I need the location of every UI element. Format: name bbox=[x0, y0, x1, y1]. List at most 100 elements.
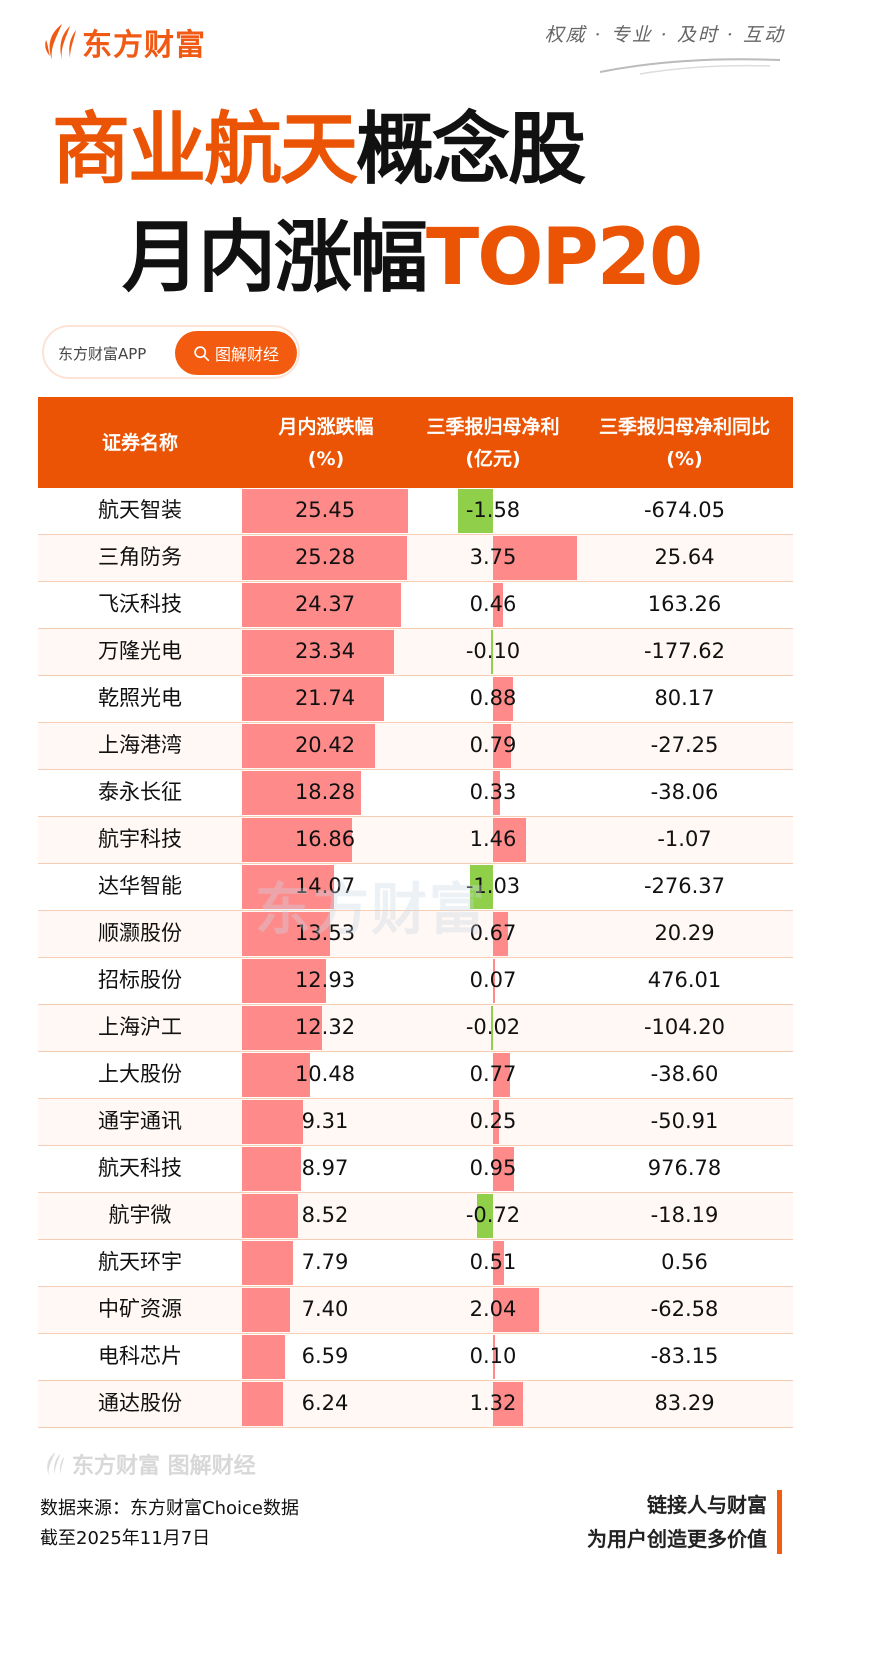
q3-profit-value: 0.10 bbox=[469, 1344, 517, 1368]
profit-negative-bar bbox=[491, 1006, 493, 1050]
monthly-change-bar bbox=[242, 771, 362, 815]
monthly-change-bar bbox=[242, 912, 331, 956]
stock-name: 中矿资源 bbox=[98, 1297, 182, 1321]
monthly-change-value: 7.79 bbox=[301, 1250, 349, 1274]
stock-name: 飞沃科技 bbox=[98, 592, 182, 616]
q3-profit-value: 3.75 bbox=[469, 545, 517, 569]
table-row: 航天智装 25.45 -1.58 -674.05 bbox=[38, 488, 793, 535]
brand-slogan: 权威 · 专业 · 及时 · 互动 bbox=[544, 24, 785, 46]
profit-positive-bar bbox=[493, 1382, 523, 1426]
header-unit: (%) bbox=[666, 448, 703, 470]
monthly-change-value: 8.52 bbox=[301, 1203, 349, 1227]
table-row: 招标股份 12.93 0.07 476.01 bbox=[38, 958, 793, 1005]
q3-profit-yoy-value: 0.56 bbox=[661, 1250, 708, 1274]
flame-logo-icon bbox=[45, 24, 76, 60]
q3-profit-value: 0.88 bbox=[469, 686, 517, 710]
header-q3-net-profit: 三季报归母净利 (亿元) bbox=[410, 411, 576, 475]
stock-name: 上海港湾 bbox=[98, 733, 182, 757]
table-row: 飞沃科技 24.37 0.46 163.26 bbox=[38, 582, 793, 629]
table-row: 顺灏股份 13.53 0.67 20.29 bbox=[38, 911, 793, 958]
q3-profit-yoy-value: 20.29 bbox=[654, 921, 715, 945]
app-pill: 东方财富APP 图解财经 bbox=[42, 325, 300, 379]
page-title-line1: 商业航天概念股 bbox=[52, 100, 586, 200]
monthly-change-bar bbox=[242, 724, 376, 768]
table-row: 上大股份 10.48 0.77 -38.60 bbox=[38, 1052, 793, 1099]
graphic-finance-button[interactable]: 图解财经 bbox=[175, 331, 297, 375]
monthly-change-bar bbox=[242, 959, 327, 1003]
flame-logo-icon bbox=[47, 1452, 65, 1476]
title-text: 概念股 bbox=[356, 105, 586, 195]
q3-profit-value: 0.79 bbox=[469, 733, 517, 757]
stock-name: 通宇通讯 bbox=[98, 1109, 182, 1133]
stock-name: 电科芯片 bbox=[98, 1344, 182, 1368]
table-row: 中矿资源 7.40 2.04 -62.58 bbox=[38, 1287, 793, 1334]
profit-negative-bar bbox=[476, 1194, 493, 1238]
profit-negative-bar bbox=[469, 865, 493, 909]
q3-profit-yoy-value: -62.58 bbox=[650, 1297, 719, 1321]
table-body: 航天智装 25.45 -1.58 -674.05 三角防务 25.28 3.75 25.64 飞… bbox=[38, 488, 793, 1428]
profit-positive-bar bbox=[493, 1288, 539, 1332]
monthly-change-bar bbox=[242, 1053, 311, 1097]
swoosh-decoration-icon bbox=[600, 58, 780, 75]
table-row: 乾照光电 21.74 0.88 80.17 bbox=[38, 676, 793, 723]
table-header: 证券名称 月内涨跌幅 (%) 三季报归母净利 (亿元) 三季报归母净利同比 (%… bbox=[38, 397, 793, 488]
table-row: 泰永长征 18.28 0.33 -38.06 bbox=[38, 770, 793, 817]
stock-name: 招标股份 bbox=[98, 968, 182, 992]
header-text: 三季报归母净利同比 bbox=[598, 416, 770, 438]
table-row: 航天环宇 7.79 0.51 0.56 bbox=[38, 1240, 793, 1287]
profit-positive-bar bbox=[493, 1100, 499, 1144]
stock-name: 三角防务 bbox=[98, 545, 182, 569]
source-text: 数据来源：东方财富Choice数据 bbox=[40, 1498, 299, 1519]
q3-profit-value: 0.07 bbox=[469, 968, 517, 992]
monthly-change-value: 12.32 bbox=[294, 1015, 356, 1039]
monthly-change-bar bbox=[242, 865, 334, 909]
q3-profit-value: 2.04 bbox=[469, 1297, 517, 1321]
q3-profit-value: -0.72 bbox=[465, 1203, 521, 1227]
footer-logo: 东方财富 图解财经 bbox=[42, 1448, 256, 1480]
q3-profit-value: 0.33 bbox=[469, 780, 517, 804]
monthly-change-value: 13.53 bbox=[294, 921, 356, 945]
monthly-change-value: 18.28 bbox=[294, 780, 356, 804]
profit-negative-bar bbox=[490, 630, 493, 674]
q3-profit-yoy-value: -276.37 bbox=[643, 874, 726, 898]
stock-name: 航宇微 bbox=[108, 1203, 172, 1227]
table-row: 万隆光电 23.34 -0.10 -177.62 bbox=[38, 629, 793, 676]
header-text: 三季报归母净利 bbox=[426, 416, 560, 438]
profit-positive-bar bbox=[493, 1053, 511, 1097]
table-row: 航宇微 8.52 -0.72 -18.19 bbox=[38, 1193, 793, 1240]
q3-profit-yoy-value: -27.25 bbox=[650, 733, 719, 757]
stock-name: 通达股份 bbox=[98, 1391, 182, 1415]
page-title-line2: 月内涨幅TOP20 bbox=[122, 208, 703, 308]
monthly-change-value: 14.07 bbox=[294, 874, 356, 898]
q3-profit-yoy-value: 476.01 bbox=[647, 968, 722, 992]
q3-profit-yoy-value: 83.29 bbox=[654, 1391, 715, 1415]
as-of-date: 截至2025年11月7日 bbox=[40, 1528, 211, 1549]
profit-positive-bar bbox=[493, 1335, 496, 1379]
q3-profit-value: -0.10 bbox=[465, 639, 521, 663]
tagline-accent-bar bbox=[777, 1490, 782, 1554]
q3-profit-yoy-value: -18.19 bbox=[650, 1203, 719, 1227]
stock-name: 顺灏股份 bbox=[98, 921, 182, 945]
q3-profit-value: 0.67 bbox=[469, 921, 517, 945]
profit-positive-bar bbox=[493, 959, 495, 1003]
q3-profit-yoy-value: 80.17 bbox=[654, 686, 715, 710]
title-highlight: 商业航天 bbox=[52, 105, 358, 195]
monthly-change-value: 21.74 bbox=[294, 686, 356, 710]
monthly-change-value: 23.34 bbox=[294, 639, 356, 663]
profit-positive-bar bbox=[493, 677, 513, 721]
monthly-change-bar bbox=[242, 583, 401, 627]
q3-profit-yoy-value: -1.07 bbox=[657, 827, 712, 851]
table-row: 上海沪工 12.32 -0.02 -104.20 bbox=[38, 1005, 793, 1052]
monthly-change-bar bbox=[242, 818, 352, 862]
q3-profit-value: 1.32 bbox=[469, 1391, 517, 1415]
stock-name: 万隆光电 bbox=[98, 639, 182, 663]
monthly-change-bar bbox=[242, 1241, 293, 1285]
q3-profit-yoy-value: -38.06 bbox=[650, 780, 719, 804]
table-row: 航天科技 8.97 0.95 976.78 bbox=[38, 1146, 793, 1193]
profit-positive-bar bbox=[493, 583, 504, 627]
monthly-change-bar bbox=[242, 489, 408, 533]
profit-negative-bar bbox=[457, 489, 493, 533]
monthly-change-value: 25.28 bbox=[294, 545, 356, 569]
monthly-change-value: 7.40 bbox=[301, 1297, 349, 1321]
monthly-change-value: 24.37 bbox=[294, 592, 356, 616]
